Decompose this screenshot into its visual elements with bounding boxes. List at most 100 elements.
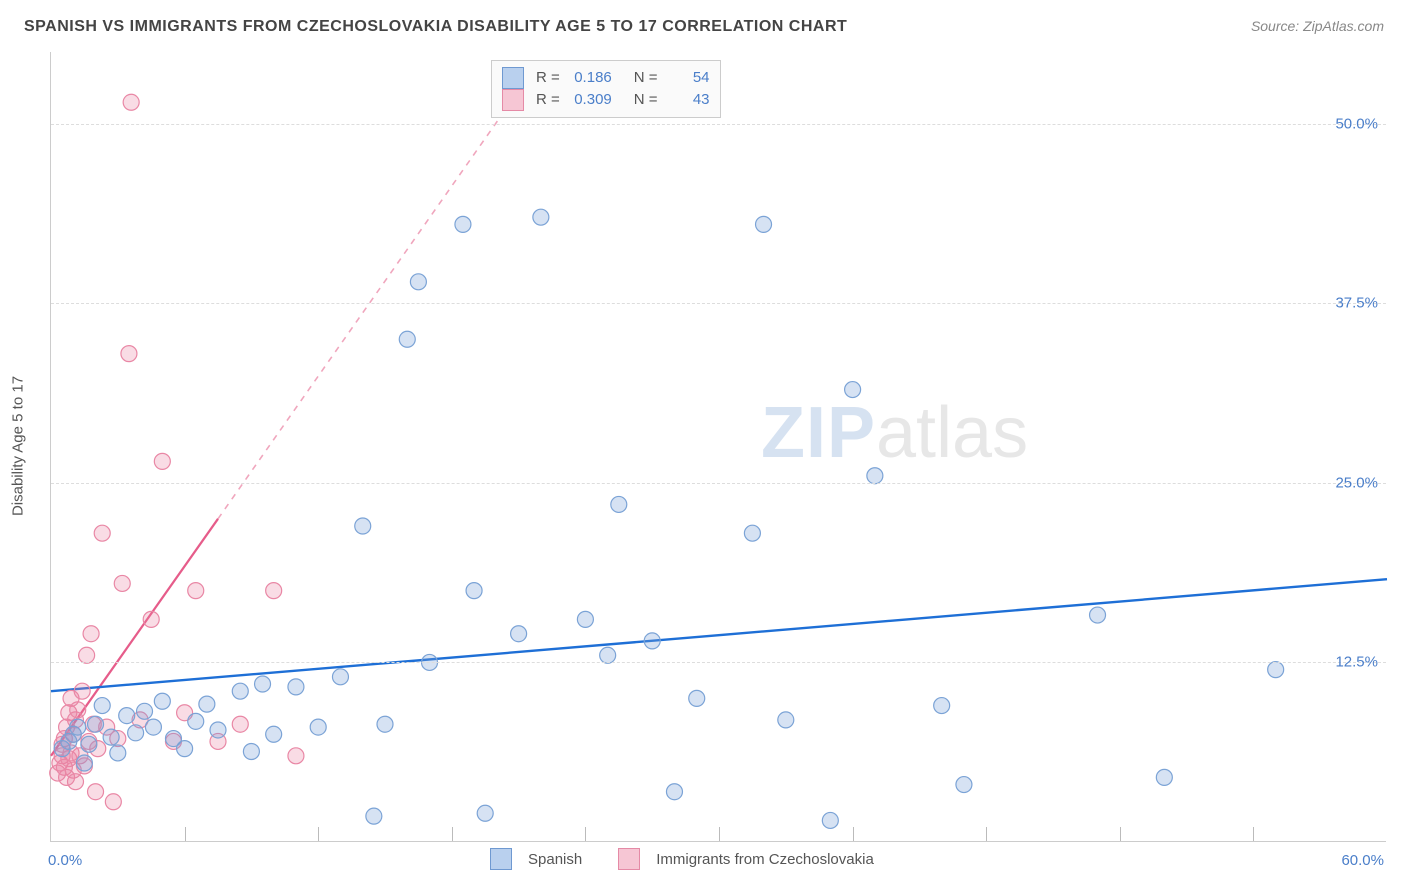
data-point-series1 (600, 647, 616, 663)
regression-line (218, 59, 541, 519)
data-point-series2 (121, 346, 137, 362)
data-point-series1 (76, 755, 92, 771)
data-point-series1 (533, 209, 549, 225)
data-point-series1 (611, 496, 627, 512)
chart-svg (51, 52, 1387, 842)
R-value-series2: 0.309 (564, 89, 612, 111)
data-point-series1 (355, 518, 371, 534)
gridline-v (1120, 827, 1121, 841)
y-tick-label: 37.5% (1335, 295, 1378, 312)
x-axis-max-label: 60.0% (1341, 852, 1384, 869)
data-point-series1 (466, 583, 482, 599)
gridline-v (986, 827, 987, 841)
data-point-series2 (288, 748, 304, 764)
swatch-series2-icon (618, 848, 640, 870)
data-point-series1 (288, 679, 304, 695)
data-point-series1 (145, 719, 161, 735)
data-point-series2 (70, 702, 86, 718)
gridline-h (51, 124, 1386, 125)
data-point-series1 (644, 633, 660, 649)
data-point-series1 (956, 777, 972, 793)
data-point-series1 (310, 719, 326, 735)
swatch-series1-icon (490, 848, 512, 870)
N-label: N = (634, 89, 658, 111)
data-point-series1 (1156, 769, 1172, 785)
data-point-series1 (88, 716, 104, 732)
gridline-v (1253, 827, 1254, 841)
data-point-series1 (744, 525, 760, 541)
plot-area: ZIPatlas R = 0.186 N = 54 R = 0.309 N = … (50, 52, 1386, 842)
gridline-v (719, 827, 720, 841)
N-label: N = (634, 67, 658, 89)
data-point-series1 (399, 331, 415, 347)
data-point-series2 (105, 794, 121, 810)
gridline-v (185, 827, 186, 841)
y-axis-label: Disability Age 5 to 17 (10, 376, 27, 516)
data-point-series2 (266, 583, 282, 599)
data-point-series1 (511, 626, 527, 642)
data-point-series1 (81, 736, 97, 752)
data-point-series1 (666, 784, 682, 800)
data-point-series1 (177, 741, 193, 757)
data-point-series1 (128, 725, 144, 741)
legend-row-series1: R = 0.186 N = 54 (502, 67, 710, 89)
data-point-series1 (210, 722, 226, 738)
data-point-series1 (119, 708, 135, 724)
data-point-series2 (88, 784, 104, 800)
data-point-series2 (154, 453, 170, 469)
data-point-series1 (1268, 662, 1284, 678)
R-label: R = (536, 67, 560, 89)
data-point-series2 (123, 94, 139, 110)
data-point-series1 (689, 690, 705, 706)
y-tick-label: 50.0% (1335, 115, 1378, 132)
gridline-v (452, 827, 453, 841)
data-point-series1 (366, 808, 382, 824)
data-point-series1 (934, 698, 950, 714)
gridline-h (51, 303, 1386, 304)
gridline-h (51, 483, 1386, 484)
data-point-series1 (822, 812, 838, 828)
gridline-v (318, 827, 319, 841)
data-point-series1 (243, 744, 259, 760)
data-point-series1 (756, 216, 772, 232)
series-legend: Spanish Immigrants from Czechoslovakia (490, 848, 874, 870)
regression-line (51, 579, 1387, 691)
N-value-series1: 54 (662, 67, 710, 89)
data-point-series1 (577, 611, 593, 627)
data-point-series1 (477, 805, 493, 821)
data-point-series2 (94, 525, 110, 541)
data-point-series1 (70, 719, 86, 735)
data-point-series1 (410, 274, 426, 290)
data-point-series1 (1090, 607, 1106, 623)
swatch-series2-icon (502, 89, 524, 111)
gridline-v (585, 827, 586, 841)
data-point-series1 (455, 216, 471, 232)
data-point-series1 (137, 703, 153, 719)
data-point-series1 (377, 716, 393, 732)
data-point-series1 (255, 676, 271, 692)
gridline-v (853, 827, 854, 841)
data-point-series2 (232, 716, 248, 732)
y-tick-label: 25.0% (1335, 474, 1378, 491)
N-value-series2: 43 (662, 89, 710, 111)
data-point-series1 (332, 669, 348, 685)
legend-label-series2: Immigrants from Czechoslovakia (656, 851, 874, 868)
data-point-series1 (188, 713, 204, 729)
data-point-series1 (232, 683, 248, 699)
data-point-series1 (778, 712, 794, 728)
data-point-series2 (74, 683, 90, 699)
R-label: R = (536, 89, 560, 111)
data-point-series1 (845, 382, 861, 398)
data-point-series2 (79, 647, 95, 663)
data-point-series1 (103, 729, 119, 745)
gridline-h (51, 662, 1386, 663)
legend-label-series1: Spanish (528, 851, 582, 868)
correlation-legend: R = 0.186 N = 54 R = 0.309 N = 43 (491, 60, 721, 118)
data-point-series1 (94, 698, 110, 714)
R-value-series1: 0.186 (564, 67, 612, 89)
data-point-series2 (114, 575, 130, 591)
x-axis-min-label: 0.0% (48, 852, 82, 869)
y-tick-label: 12.5% (1335, 654, 1378, 671)
source-attribution: Source: ZipAtlas.com (1251, 18, 1384, 34)
data-point-series1 (154, 693, 170, 709)
